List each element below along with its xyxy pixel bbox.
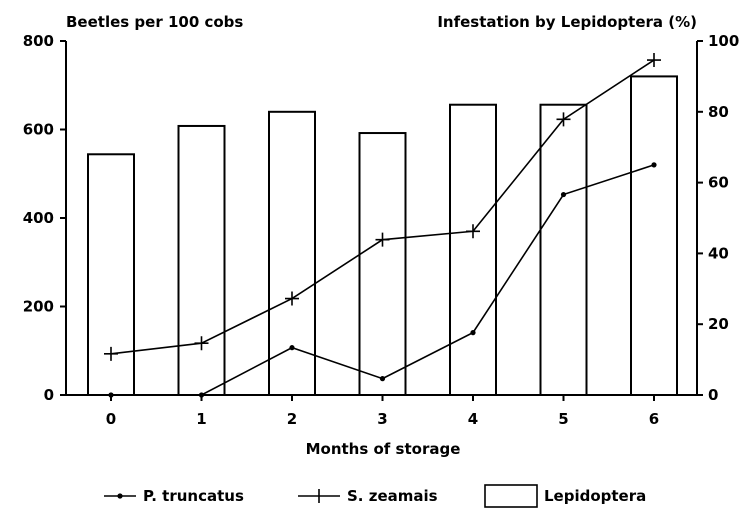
left-tick-label-600: 600 xyxy=(23,121,54,139)
legend-label-lepidoptera: Lepidoptera xyxy=(544,487,646,505)
x-tick-label-2: 2 xyxy=(287,410,297,428)
bar-series xyxy=(87,75,678,397)
bar-lepidoptera-5 xyxy=(539,103,588,396)
point-s-zeamais-3 xyxy=(375,232,390,247)
x-tick-label-4: 4 xyxy=(468,410,478,428)
x-tick-label-5: 5 xyxy=(558,410,568,428)
point-p-truncatus-6 xyxy=(651,162,657,168)
point-p-truncatus-3 xyxy=(379,376,386,382)
right-tick-label-80: 80 xyxy=(708,103,729,121)
left-tick-label-200: 200 xyxy=(23,298,54,316)
right-tick-label-20: 20 xyxy=(708,315,729,333)
legend: P. truncatus S. zeamais Lepidoptera xyxy=(104,484,646,508)
right-tick-label-40: 40 xyxy=(708,244,729,262)
left-tick-label-400: 400 xyxy=(23,209,54,227)
bar-lepidoptera-6 xyxy=(630,75,678,397)
bar-lepidoptera-4 xyxy=(449,103,497,396)
left-tick-label-0: 0 xyxy=(44,386,54,404)
x-tick-label-3: 3 xyxy=(377,410,387,428)
legend-swatch-lepidoptera xyxy=(484,484,538,508)
right-axis-title: Infestation by Lepidoptera (%) xyxy=(437,13,697,31)
axes: 0 200 400 600 800 0 20 40 60 80 100 0 1 2 3 4 5 6 xyxy=(23,32,740,428)
legend-label-p-truncatus: P. truncatus xyxy=(143,487,244,505)
x-tick-label-0: 0 xyxy=(106,410,116,428)
right-tick-label-60: 60 xyxy=(708,174,729,192)
right-tick-label-100: 100 xyxy=(708,32,739,50)
left-axis-title: Beetles per 100 cobs xyxy=(66,13,243,31)
x-tick-label-6: 6 xyxy=(649,410,659,428)
point-p-truncatus-5 xyxy=(560,191,567,198)
legend-label-s-zeamais: S. zeamais xyxy=(347,487,438,505)
bar-lepidoptera-1 xyxy=(177,124,226,397)
point-s-zeamais-2 xyxy=(285,291,299,306)
right-tick-label-0: 0 xyxy=(708,386,718,404)
point-p-truncatus-4 xyxy=(470,330,476,336)
left-tick-label-800: 800 xyxy=(23,32,54,50)
point-s-zeamais-5 xyxy=(556,112,571,127)
point-s-zeamais-4 xyxy=(466,224,480,239)
point-s-zeamais-6 xyxy=(647,53,661,68)
point-s-zeamais-0 xyxy=(104,346,118,361)
bar-lepidoptera-3 xyxy=(358,132,407,396)
point-p-truncatus-2 xyxy=(289,345,295,351)
legend-marker-p-truncatus xyxy=(117,493,123,499)
x-axis-title: Months of storage xyxy=(306,440,461,458)
point-s-zeamais-1 xyxy=(194,336,209,351)
x-tick-label-1: 1 xyxy=(196,410,206,428)
